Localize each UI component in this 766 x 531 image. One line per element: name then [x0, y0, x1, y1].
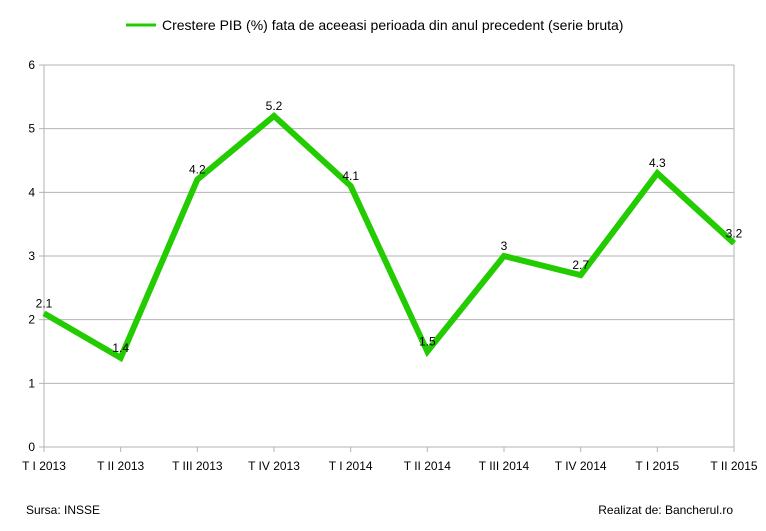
gridlines	[43, 64, 735, 448]
x-tick-label: T III 2013	[172, 459, 223, 473]
data-label: 2.1	[36, 296, 53, 310]
data-point	[580, 274, 582, 276]
legend: Crestere PIB (%) fata de aceeasi perioad…	[126, 17, 623, 33]
data-point	[350, 185, 352, 187]
data-label: 5.2	[266, 99, 283, 113]
data-point	[196, 179, 198, 181]
y-tick-label: 2	[28, 313, 35, 327]
y-tick-label: 6	[28, 58, 35, 72]
y-tick-label: 3	[28, 249, 35, 263]
x-tick-label: T II 2014	[404, 459, 451, 473]
data-label: 2.7	[572, 258, 589, 272]
data-point	[426, 351, 428, 352]
x-axis: T I 2013 T II 2013 T III 2013 T IV 2013 T I …	[22, 447, 758, 473]
legend-label: Crestere PIB (%) fata de aceeasi perioad…	[162, 17, 623, 33]
x-tick-label: T I 2015	[635, 459, 679, 473]
data-point	[120, 357, 122, 359]
source-note: Sursa: INSSE	[26, 503, 101, 517]
y-tick-label: 4	[28, 185, 35, 199]
data-label: 4.1	[342, 169, 359, 183]
data-labels: 2.1 1.4 4.2 5.2 4.1 1.5 3 2.7 4.3 3.2	[36, 99, 743, 355]
y-tick-label: 5	[28, 122, 35, 136]
x-tick-label: T IV 2014	[555, 459, 607, 473]
y-tick-label: 1	[28, 376, 35, 390]
series-group	[42, 111, 737, 363]
y-tick-label: 0	[28, 440, 35, 454]
x-tick-label: T III 2014	[479, 459, 530, 473]
data-label: 3.2	[726, 226, 743, 240]
data-point	[733, 242, 735, 244]
data-point	[503, 255, 505, 257]
data-label: 1.5	[419, 335, 436, 349]
x-tick-label: T I 2014	[329, 459, 373, 473]
data-label: 3	[501, 239, 508, 253]
data-label: 4.2	[189, 163, 206, 177]
x-tick-label: T II 2013	[97, 459, 144, 473]
data-label: 1.4	[112, 341, 129, 355]
y-axis: 0 1 2 3 4 5 6	[28, 58, 44, 454]
x-tick-label: T I 2013	[22, 459, 66, 473]
data-point	[656, 172, 658, 174]
series-line	[42, 111, 737, 363]
data-point	[43, 312, 45, 314]
credit-note: Realizat de: Bancherul.ro	[598, 503, 733, 517]
data-point	[273, 115, 275, 117]
x-tick-label: T IV 2013	[248, 459, 300, 473]
x-tick-label: T II 2015	[710, 459, 757, 473]
data-label: 4.3	[649, 156, 666, 170]
